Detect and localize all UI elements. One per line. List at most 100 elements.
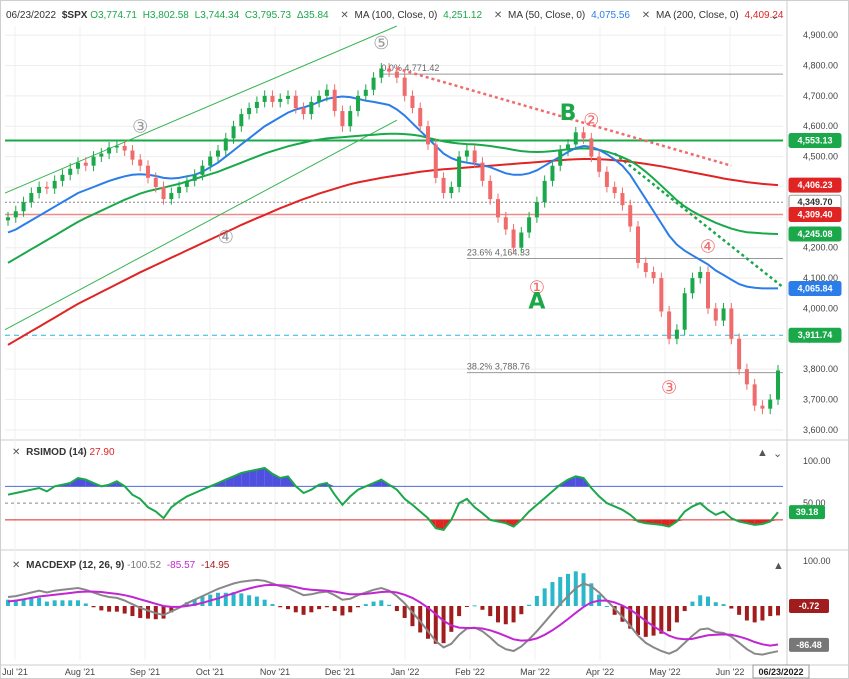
candle-body <box>76 162 80 169</box>
candle-body <box>161 186 166 200</box>
x-tick-label: Apr '22 <box>586 667 614 677</box>
candle-body <box>177 186 182 194</box>
rsi-panel <box>5 466 783 532</box>
price-tick-label: 4,000.00 <box>803 303 838 313</box>
macd-histogram-bar <box>426 606 430 639</box>
macd-panel <box>6 571 780 656</box>
macd-histogram-bar <box>628 606 633 629</box>
price-tick-label: 3,800.00 <box>803 364 838 374</box>
macd-histogram-bar <box>44 601 49 606</box>
ma200-value: 4,409.24 <box>744 10 784 21</box>
candle-body <box>309 101 314 115</box>
macd-histogram-bar <box>324 606 329 608</box>
macd-value-1: -100.52 <box>127 560 162 571</box>
macd-histogram-bar <box>394 606 399 612</box>
macd-value-2: -85.57 <box>166 560 196 571</box>
chevron-down-icon[interactable]: ⌄ <box>773 448 783 460</box>
macd-histogram-bar <box>472 605 477 607</box>
candle-body <box>713 308 718 321</box>
candle-body <box>114 145 119 148</box>
macd-histogram-bar <box>496 606 500 623</box>
macd-histogram-bar <box>254 596 259 606</box>
macd-histogram-bar <box>301 606 306 615</box>
candle-body <box>457 156 462 187</box>
macd-histogram-bar <box>682 606 687 612</box>
macd-histogram-bar <box>317 606 322 610</box>
price-badge-label: 3,911.74 <box>798 330 833 340</box>
candle-body <box>13 211 18 218</box>
macd-histogram-bar <box>138 606 143 618</box>
candle-body <box>752 384 757 406</box>
macd-header: ✕ MACDEXP (12, 26, 9) -100.52 -85.57 -14… <box>12 560 232 571</box>
candle-body <box>99 153 104 157</box>
price-badge-label: 4,349.70 <box>797 197 832 207</box>
header-open: O3,774.71 <box>90 10 137 21</box>
macd-histogram-bar <box>449 606 454 632</box>
macd-histogram-bar <box>363 604 368 606</box>
macd-histogram-bar <box>29 598 34 606</box>
candle-body <box>426 126 430 145</box>
macd-signal-line <box>7 583 779 647</box>
price-tick-label: 4,600.00 <box>803 121 838 131</box>
close-icon[interactable]: ✕ <box>641 10 651 21</box>
candle-body <box>721 308 726 321</box>
wave-label: ③ <box>661 377 677 398</box>
macd-histogram-bar <box>503 606 508 625</box>
candle-body <box>667 311 672 339</box>
macd-histogram-bar <box>651 606 656 636</box>
candle-body <box>698 272 703 279</box>
candle-body <box>371 77 376 90</box>
ma200-label: MA (200, Close, 0) <box>655 10 739 21</box>
candle-body <box>52 180 57 189</box>
candle-body <box>231 126 236 139</box>
rsi-name: RSIMOD (14) <box>26 447 87 458</box>
chevron-down-icon[interactable]: ⌄ <box>770 10 780 22</box>
candle-body <box>6 217 10 221</box>
x-tick-label: Aug '21 <box>65 667 95 677</box>
fib-label: 0.0% 4,771.42 <box>381 63 439 73</box>
macd-histogram-bar <box>52 600 57 606</box>
macd-histogram-bar <box>674 606 679 623</box>
macd-histogram-bar <box>706 596 710 606</box>
macd-histogram-bar <box>340 606 345 616</box>
close-icon[interactable]: ✕ <box>493 10 503 21</box>
macd-histogram-bar <box>169 606 174 613</box>
rsi-header: ✕ RSIMOD (14) 27.90 <box>12 447 118 458</box>
macd-histogram-bar <box>146 606 150 619</box>
close-icon[interactable]: ✕ <box>340 10 349 21</box>
macd-histogram-bar <box>612 606 617 615</box>
candle-body <box>604 171 609 187</box>
price-tick-label: 4,900.00 <box>803 30 838 40</box>
chevron-up-icon[interactable]: ▲ <box>757 447 768 459</box>
macd-histogram-bar <box>511 606 516 623</box>
wave-label: ④ <box>700 236 716 257</box>
candle-body <box>387 68 392 72</box>
x-tick-label: Oct '21 <box>196 667 224 677</box>
macd-histogram-bar <box>659 606 664 634</box>
rsi-tick-label: 100.00 <box>803 456 831 466</box>
candle-body <box>21 202 26 212</box>
close-icon[interactable]: ✕ <box>12 560 21 571</box>
candle-body <box>239 114 244 127</box>
chevron-up-icon[interactable]: ▲ <box>773 560 784 572</box>
candle-body <box>441 177 446 194</box>
candle-body <box>348 111 353 127</box>
macd-histogram-bar <box>309 606 314 613</box>
price-badge-label: 4,406.23 <box>797 180 832 190</box>
x-last-label-box <box>752 664 810 679</box>
macd-badge <box>789 637 829 652</box>
candle-body <box>674 329 679 339</box>
rsi-badge-label: 39.18 <box>796 507 819 517</box>
rsi-overbought-fill <box>575 476 584 487</box>
price-badge-label: 4,245.08 <box>797 229 832 239</box>
wave-label: ① <box>529 277 545 298</box>
macd-histogram-bar <box>387 604 392 606</box>
candle-body <box>324 89 329 96</box>
macd-histogram-bar <box>667 606 672 632</box>
macd-histogram-bar <box>744 606 749 621</box>
ma200-line <box>7 158 779 346</box>
x-tick-label: Sep '21 <box>130 667 160 677</box>
close-icon[interactable]: ✕ <box>12 447 21 458</box>
candle-body <box>636 226 640 263</box>
